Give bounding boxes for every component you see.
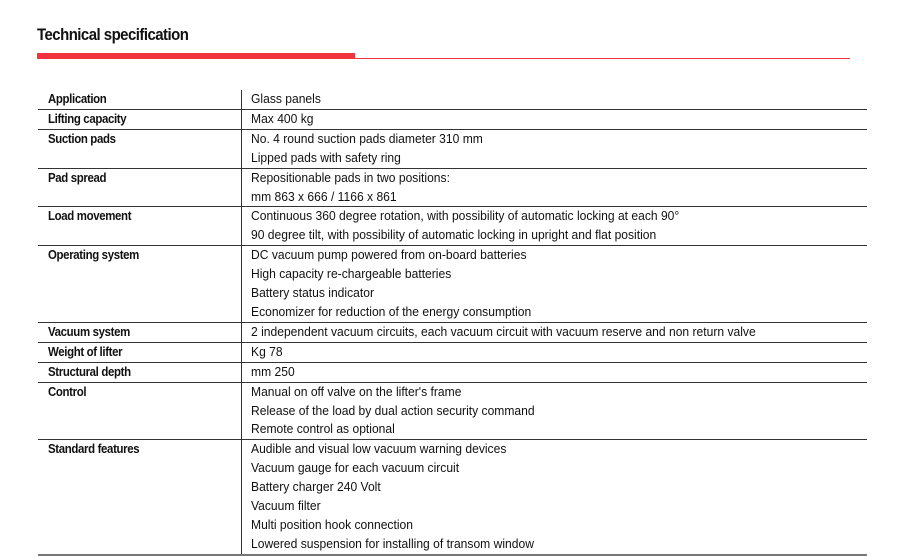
spec-value-cell: Manual on off valve on the lifter's fram… <box>242 382 868 440</box>
spec-label: Weight of lifter <box>48 343 123 359</box>
spec-row: Pad spread Repositionable pads in two pos… <box>38 168 867 207</box>
spec-value: Max 400 kg <box>251 110 314 126</box>
spec-value-cell: 2 independent vacuum circuits, each vacu… <box>242 322 868 342</box>
spec-value-cell: Max 400 kg <box>242 109 868 129</box>
spec-label: Lifting capacity <box>48 110 127 126</box>
spec-value: Multi position hook connection <box>251 516 413 532</box>
spec-label: Load movement <box>48 208 132 224</box>
spec-value: Battery status indicator <box>251 285 374 301</box>
spec-row: Load movement Continuous 360 degree rotat… <box>38 206 868 246</box>
spec-value: Remote control as optional <box>251 421 395 437</box>
spec-row: Weight of lifter Kg 78 <box>38 342 868 363</box>
spec-row: Application Glass panels <box>38 90 868 110</box>
spec-label: Structural depth <box>48 363 131 379</box>
spec-value: Vacuum gauge for each vacuum circuit <box>251 460 460 476</box>
spec-label-cell: Load movement <box>38 206 242 246</box>
spec-label-cell: Lifting capacity <box>38 109 242 130</box>
page-title: Technical specification <box>37 25 189 44</box>
spec-value: mm 250 <box>251 363 295 379</box>
spec-label: Application <box>48 91 107 106</box>
spec-row: Vacuum system 2 independent vacuum circui… <box>38 322 868 343</box>
spec-label-cell: Vacuum system <box>38 322 242 343</box>
spec-label-cell: Operating system <box>38 245 242 323</box>
spec-value-cell: DC vacuum pump powered from on-board bat… <box>242 246 868 323</box>
spec-value-cell: Glass panels <box>242 90 868 109</box>
spec-value: Manual on off valve on the lifter's fram… <box>251 383 462 399</box>
spec-label-cell: Structural depth <box>38 362 242 383</box>
spec-row: Suction pads No. 4 round suction pads dia… <box>38 129 868 169</box>
spec-label-cell: Suction pads <box>38 129 242 169</box>
spec-value: mm 863 x 666 / 1166 x 861 <box>251 188 397 204</box>
spec-value: Release of the load by dual action secur… <box>251 402 535 418</box>
spec-label: Suction pads <box>48 130 116 146</box>
spec-value: Kg 78 <box>251 343 283 359</box>
spec-value: Continuous 360 degree rotation, with pos… <box>251 208 680 224</box>
spec-value: Battery charger 240 Volt <box>251 479 381 495</box>
spec-value-cell: Repositionable pads in two positions: mm … <box>242 168 868 207</box>
spec-value: Repositionable pads in two positions: <box>251 169 450 185</box>
spec-label: Vacuum system <box>48 323 130 339</box>
spec-label-cell: Standard features <box>38 439 242 555</box>
spec-value: DC vacuum pump powered from on-board bat… <box>251 247 527 263</box>
spec-row: Lifting capacity Max 400 kg <box>38 109 868 130</box>
spec-value: Lowered suspension for installing of tra… <box>251 535 534 551</box>
spec-value-cell: No. 4 round suction pads diameter 310 mm… <box>242 129 868 168</box>
spec-value: Vacuum filter <box>251 498 321 514</box>
spec-value: 2 independent vacuum circuits, each vacu… <box>251 323 756 339</box>
spec-value: Glass panels <box>251 91 321 106</box>
spec-value: Lipped pads with safety ring <box>251 149 401 165</box>
spec-label: Operating system <box>48 247 140 263</box>
spec-value-cell: Audible and visual low vacuum warning de… <box>242 440 868 555</box>
spec-row: Standard features Audible and visual low … <box>38 439 868 555</box>
spec-value: Audible and visual low vacuum warning de… <box>251 441 507 457</box>
spec-value-cell: Kg 78 <box>242 342 868 362</box>
spec-value: No. 4 round suction pads diameter 310 mm <box>251 130 483 146</box>
spec-value: High capacity re-chargeable batteries <box>251 266 452 282</box>
spec-row: Structural depth mm 250 <box>38 362 868 383</box>
spec-label-cell: Weight of lifter <box>38 342 242 363</box>
spec-value-cell: mm 250 <box>242 362 868 382</box>
spec-label-cell: Application <box>38 90 242 110</box>
spec-label: Pad spread <box>48 169 107 185</box>
spec-label: Standard features <box>48 441 140 457</box>
spec-label-cell: Control <box>38 382 242 440</box>
spec-value: Economizer for reduction of the energy c… <box>251 303 532 319</box>
spec-value-cell: Continuous 360 degree rotation, with pos… <box>242 207 868 246</box>
spec-table: Application Glass panels Lifting capacity M… <box>38 90 867 556</box>
title-underline-rule <box>355 58 850 59</box>
spec-row: Control Manual on off valve on the lifter… <box>38 382 867 440</box>
spec-label: Control <box>48 383 87 399</box>
spec-label-cell: Pad spread <box>38 168 242 207</box>
spec-value: 90 degree tilt, with possibility of auto… <box>251 227 657 243</box>
title-underline-accent <box>37 53 355 59</box>
spec-row: Operating system DC vacuum pump powered f… <box>38 245 868 323</box>
